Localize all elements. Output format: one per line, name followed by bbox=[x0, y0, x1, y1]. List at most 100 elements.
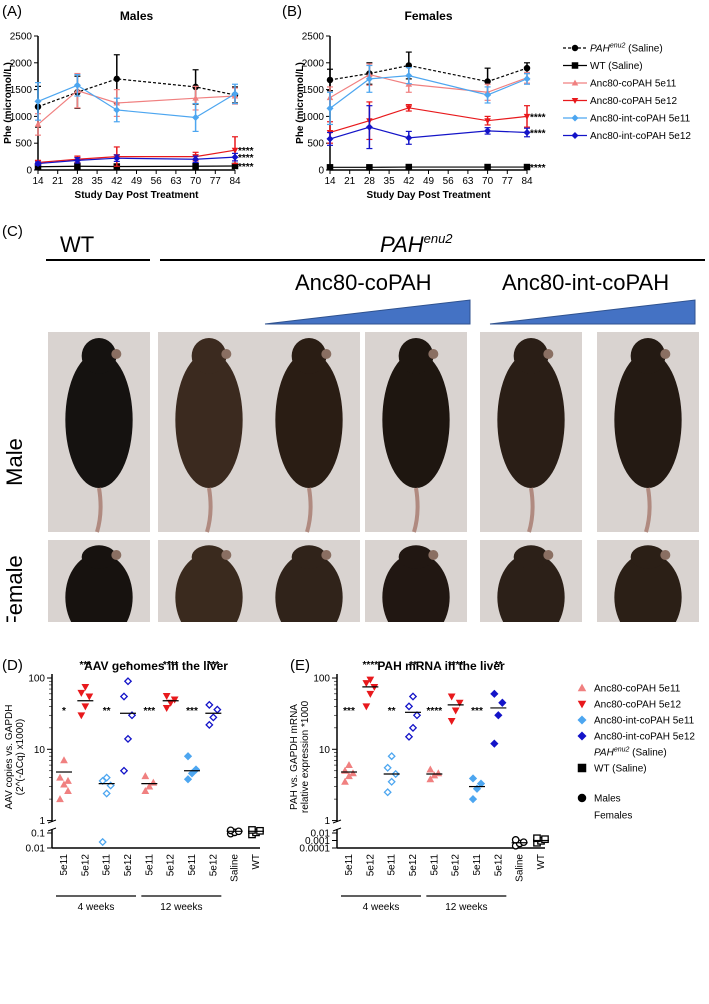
x-tick-label: 84 bbox=[521, 176, 533, 187]
x-tick-label: 21 bbox=[344, 176, 356, 187]
mouse-body bbox=[65, 352, 133, 488]
data-point bbox=[113, 75, 121, 83]
data-point bbox=[145, 782, 154, 790]
mouse-body bbox=[275, 553, 343, 642]
data-point bbox=[476, 779, 486, 788]
mouse-ear bbox=[111, 349, 122, 359]
mouse-body bbox=[382, 553, 450, 642]
x-tick-label: 14 bbox=[324, 176, 336, 187]
y-tick-label: 10 bbox=[34, 745, 46, 756]
data-point bbox=[426, 765, 435, 773]
y-tick-label: 0.001 bbox=[305, 836, 330, 847]
legend-marker bbox=[571, 98, 579, 104]
mouse-head bbox=[630, 338, 666, 374]
mouse-ear bbox=[428, 349, 439, 359]
legend-label: Anc80-coPAH 5e12 bbox=[594, 700, 682, 711]
legend-label: Anc80-coPAH 5e12 bbox=[590, 96, 678, 107]
legend-label-main: Anc80-int-coPAH 5e11 bbox=[594, 716, 695, 727]
panel-label-c: (C) bbox=[2, 223, 23, 240]
significance-label: **** bbox=[530, 163, 546, 174]
y-tick-label: 0.1 bbox=[31, 829, 45, 840]
x-tick-label: 5e11 bbox=[344, 854, 355, 876]
data-point bbox=[34, 97, 42, 105]
y-tick-label: 1000 bbox=[10, 112, 33, 123]
group-label: 12 weeks bbox=[160, 902, 202, 913]
y-tick-label: 500 bbox=[307, 139, 324, 150]
mouse-tail bbox=[205, 487, 213, 533]
mouse-ear bbox=[221, 550, 232, 560]
x-tick-label: 14 bbox=[32, 176, 44, 187]
x-axis-label: Study Day Post Treatment bbox=[75, 190, 200, 201]
female-photo-row bbox=[48, 540, 699, 671]
mouse-body bbox=[65, 553, 133, 642]
x-tick-label: Saline bbox=[515, 854, 526, 882]
data-point bbox=[451, 707, 460, 715]
data-point bbox=[484, 163, 491, 171]
significance-label: *** bbox=[207, 660, 219, 671]
legend-label: WT (Saline) bbox=[594, 764, 647, 775]
significance-label: **** bbox=[448, 660, 464, 671]
x-tick-label: 5e11 bbox=[187, 854, 198, 876]
y-tick-label: 500 bbox=[15, 139, 32, 150]
x-tick-label: WT bbox=[251, 854, 262, 870]
y-tick-label: 0 bbox=[318, 166, 324, 177]
x-tick-label: 5e11 bbox=[59, 854, 70, 876]
data-point bbox=[326, 135, 334, 143]
panel-label-a: (A) bbox=[2, 3, 22, 20]
legend-marker bbox=[571, 79, 579, 86]
significance-label: *** bbox=[186, 706, 198, 717]
mouse-body bbox=[497, 352, 565, 488]
wt-label: WT bbox=[60, 232, 94, 257]
significance-label: *** bbox=[143, 706, 155, 717]
y-tick-label: 100 bbox=[313, 674, 330, 685]
males-phe-chart: Males 0 500 1000 1500 2000 2500 14 21 28 35 42 49 56 6… bbox=[3, 9, 254, 201]
y-tick-label: 100 bbox=[28, 674, 45, 685]
mouse-body bbox=[175, 352, 243, 488]
mouse-tail bbox=[644, 487, 652, 533]
x-tick-label: 5e12 bbox=[123, 854, 134, 877]
data-point bbox=[326, 76, 334, 84]
mouse-body bbox=[382, 352, 450, 488]
series-line bbox=[37, 165, 236, 168]
mouse-head bbox=[291, 338, 327, 374]
data-point bbox=[98, 837, 107, 847]
data-point bbox=[541, 835, 549, 844]
data-point bbox=[123, 677, 133, 686]
significance-label: *** bbox=[79, 660, 91, 671]
mouse-ear bbox=[660, 550, 671, 560]
legend-marker bbox=[577, 763, 587, 773]
axis-break bbox=[47, 819, 57, 824]
data-point bbox=[387, 752, 396, 761]
legend-label-main: Anc80-coPAH 5e11 bbox=[590, 79, 677, 90]
mouse-body bbox=[175, 553, 243, 642]
pah-label-sup: enu2 bbox=[424, 231, 454, 246]
pah-label-main: PAH bbox=[380, 232, 424, 257]
series-line bbox=[329, 126, 528, 140]
legend-label-main: WT (Saline) bbox=[594, 764, 647, 775]
series-line bbox=[329, 64, 528, 83]
x-tick-label: 5e11 bbox=[102, 854, 113, 876]
data-point bbox=[34, 160, 42, 168]
axis-break bbox=[332, 827, 342, 832]
y-tick-label: 10 bbox=[319, 745, 331, 756]
data-point bbox=[81, 683, 90, 691]
data-point bbox=[119, 766, 129, 775]
data-point bbox=[64, 786, 72, 794]
mouse-ear bbox=[428, 550, 439, 560]
significance-label: ** bbox=[494, 660, 502, 671]
data-point bbox=[205, 700, 214, 709]
legend-label-sup: enu2 bbox=[614, 747, 630, 754]
data-point bbox=[141, 786, 150, 794]
data-point bbox=[205, 720, 214, 729]
data-point bbox=[484, 78, 491, 85]
legend-marker bbox=[577, 715, 587, 725]
x-tick-label: 42 bbox=[403, 176, 415, 187]
data-point bbox=[183, 775, 193, 784]
data-point bbox=[349, 769, 357, 777]
x-tick-label: 63 bbox=[170, 176, 182, 187]
group-label-coPAH: Anc80-coPAH bbox=[295, 270, 432, 295]
chart-title: PAH mRNA in the liver bbox=[377, 659, 505, 673]
legend-label-main: Males bbox=[594, 794, 621, 805]
data-point bbox=[365, 123, 373, 131]
data-point bbox=[141, 772, 150, 780]
